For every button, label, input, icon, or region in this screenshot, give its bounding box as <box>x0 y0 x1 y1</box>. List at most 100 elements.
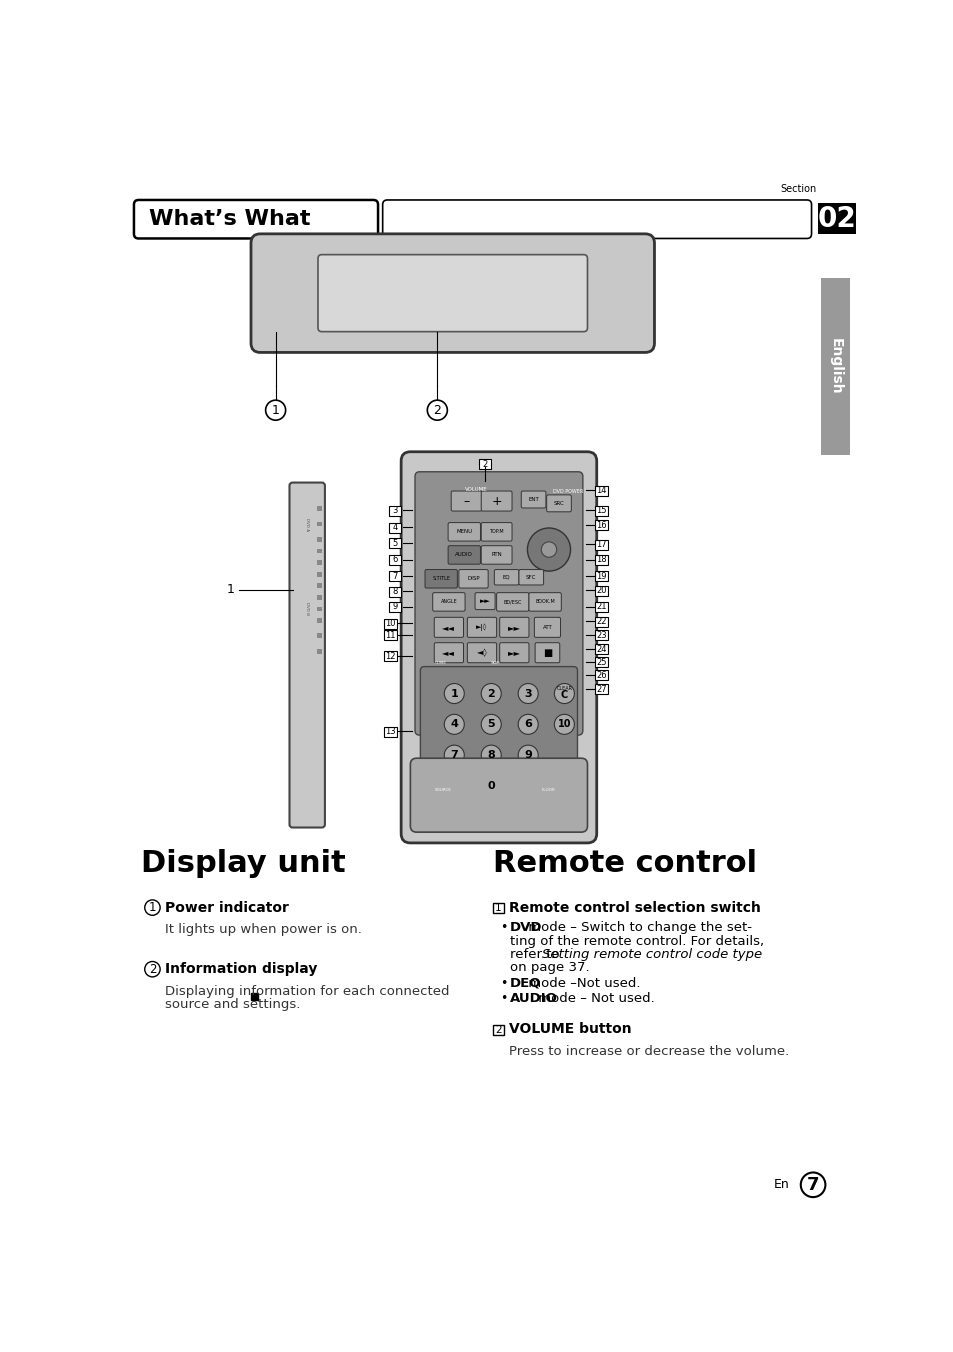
Text: ►|◊: ►|◊ <box>476 623 487 631</box>
FancyBboxPatch shape <box>458 569 488 588</box>
Text: 5: 5 <box>487 719 495 729</box>
Text: mode – Not used.: mode – Not used. <box>534 992 654 1006</box>
FancyBboxPatch shape <box>448 523 480 541</box>
Bar <box>595 602 607 612</box>
FancyBboxPatch shape <box>415 472 582 735</box>
Bar <box>384 652 396 661</box>
Text: 2: 2 <box>495 1025 501 1034</box>
Text: refer to: refer to <box>509 948 563 961</box>
Bar <box>595 630 607 641</box>
Text: AUDIO: AUDIO <box>509 992 557 1006</box>
Bar <box>595 539 607 549</box>
Text: on page 37.: on page 37. <box>509 961 589 973</box>
Text: RTN: RTN <box>491 553 501 557</box>
FancyBboxPatch shape <box>480 491 512 511</box>
Text: C: C <box>560 690 567 700</box>
FancyBboxPatch shape <box>499 642 528 662</box>
Text: mode – Switch to change the set-: mode – Switch to change the set- <box>524 922 752 934</box>
Text: DISP: DISP <box>467 576 479 581</box>
FancyBboxPatch shape <box>497 592 528 611</box>
FancyBboxPatch shape <box>434 618 463 637</box>
Text: SRC: SRC <box>553 500 564 506</box>
Text: CUME: CUME <box>435 661 447 665</box>
Text: Displaying information for each connected: Displaying information for each connecte… <box>165 984 449 998</box>
Text: 17: 17 <box>596 539 606 549</box>
FancyBboxPatch shape <box>518 569 543 585</box>
FancyBboxPatch shape <box>289 483 325 827</box>
Text: 14: 14 <box>596 487 606 495</box>
Text: 10: 10 <box>385 619 395 629</box>
Text: Information display: Information display <box>165 963 316 976</box>
Text: 22: 22 <box>596 617 606 626</box>
Text: 9: 9 <box>524 750 532 760</box>
Circle shape <box>554 714 574 734</box>
FancyBboxPatch shape <box>475 592 495 610</box>
FancyBboxPatch shape <box>467 642 497 662</box>
Text: ting of the remote control. For details,: ting of the remote control. For details, <box>509 934 763 948</box>
Text: Remote control selection switch: Remote control selection switch <box>508 900 760 914</box>
Text: What’s What: What’s What <box>150 210 311 230</box>
Text: English: English <box>827 338 841 395</box>
Text: 0: 0 <box>487 781 495 791</box>
Circle shape <box>480 684 500 703</box>
Circle shape <box>517 714 537 734</box>
FancyBboxPatch shape <box>451 491 481 511</box>
Bar <box>595 684 607 695</box>
Text: En: En <box>774 1179 789 1191</box>
Bar <box>317 572 321 576</box>
Text: +: + <box>491 495 501 507</box>
Bar <box>317 507 321 511</box>
Bar <box>317 522 321 526</box>
Bar <box>389 506 400 515</box>
Text: 2: 2 <box>487 688 495 699</box>
FancyBboxPatch shape <box>467 618 497 637</box>
Text: 8: 8 <box>487 750 495 760</box>
Text: 20: 20 <box>596 587 606 595</box>
Bar <box>595 506 607 515</box>
Text: 24: 24 <box>596 645 606 654</box>
Circle shape <box>540 542 557 557</box>
Bar <box>317 607 321 611</box>
Bar <box>384 726 396 737</box>
Text: ►►: ►► <box>479 598 490 604</box>
Circle shape <box>517 745 537 765</box>
Bar <box>595 657 607 668</box>
FancyBboxPatch shape <box>400 452 596 842</box>
FancyBboxPatch shape <box>317 254 587 331</box>
Text: 13: 13 <box>385 727 395 735</box>
Bar <box>317 584 321 588</box>
Text: Section: Section <box>780 184 816 193</box>
Circle shape <box>444 684 464 703</box>
FancyBboxPatch shape <box>133 200 377 238</box>
Circle shape <box>554 684 574 703</box>
Bar <box>317 634 321 638</box>
Bar <box>317 549 321 553</box>
FancyBboxPatch shape <box>425 569 456 588</box>
Text: 3: 3 <box>524 688 532 699</box>
Text: ◄◄: ◄◄ <box>442 623 455 631</box>
Text: mode –Not used.: mode –Not used. <box>524 977 640 990</box>
Text: ►►: ►► <box>507 648 520 657</box>
Bar <box>595 671 607 680</box>
Bar <box>317 537 321 542</box>
Text: 8: 8 <box>392 587 397 596</box>
Text: 4: 4 <box>392 523 397 533</box>
Text: 18: 18 <box>596 556 606 564</box>
Text: ◄◊: ◄◊ <box>476 648 487 657</box>
Text: 1: 1 <box>495 903 501 913</box>
Text: Press to increase or decrease the volume.: Press to increase or decrease the volume… <box>508 1045 788 1057</box>
FancyBboxPatch shape <box>520 491 545 508</box>
Text: 2: 2 <box>433 404 441 416</box>
Bar <box>317 649 321 653</box>
FancyBboxPatch shape <box>494 569 518 585</box>
Text: 1: 1 <box>450 688 457 699</box>
Text: ENT: ENT <box>528 498 538 502</box>
Bar <box>493 1025 504 1034</box>
Text: 16: 16 <box>596 521 606 530</box>
Text: source and settings.: source and settings. <box>165 999 300 1011</box>
Text: 5: 5 <box>392 538 397 548</box>
Text: ■: ■ <box>542 648 552 657</box>
Bar <box>493 903 504 913</box>
Text: ATT: ATT <box>542 625 552 630</box>
Text: 6: 6 <box>392 556 397 564</box>
